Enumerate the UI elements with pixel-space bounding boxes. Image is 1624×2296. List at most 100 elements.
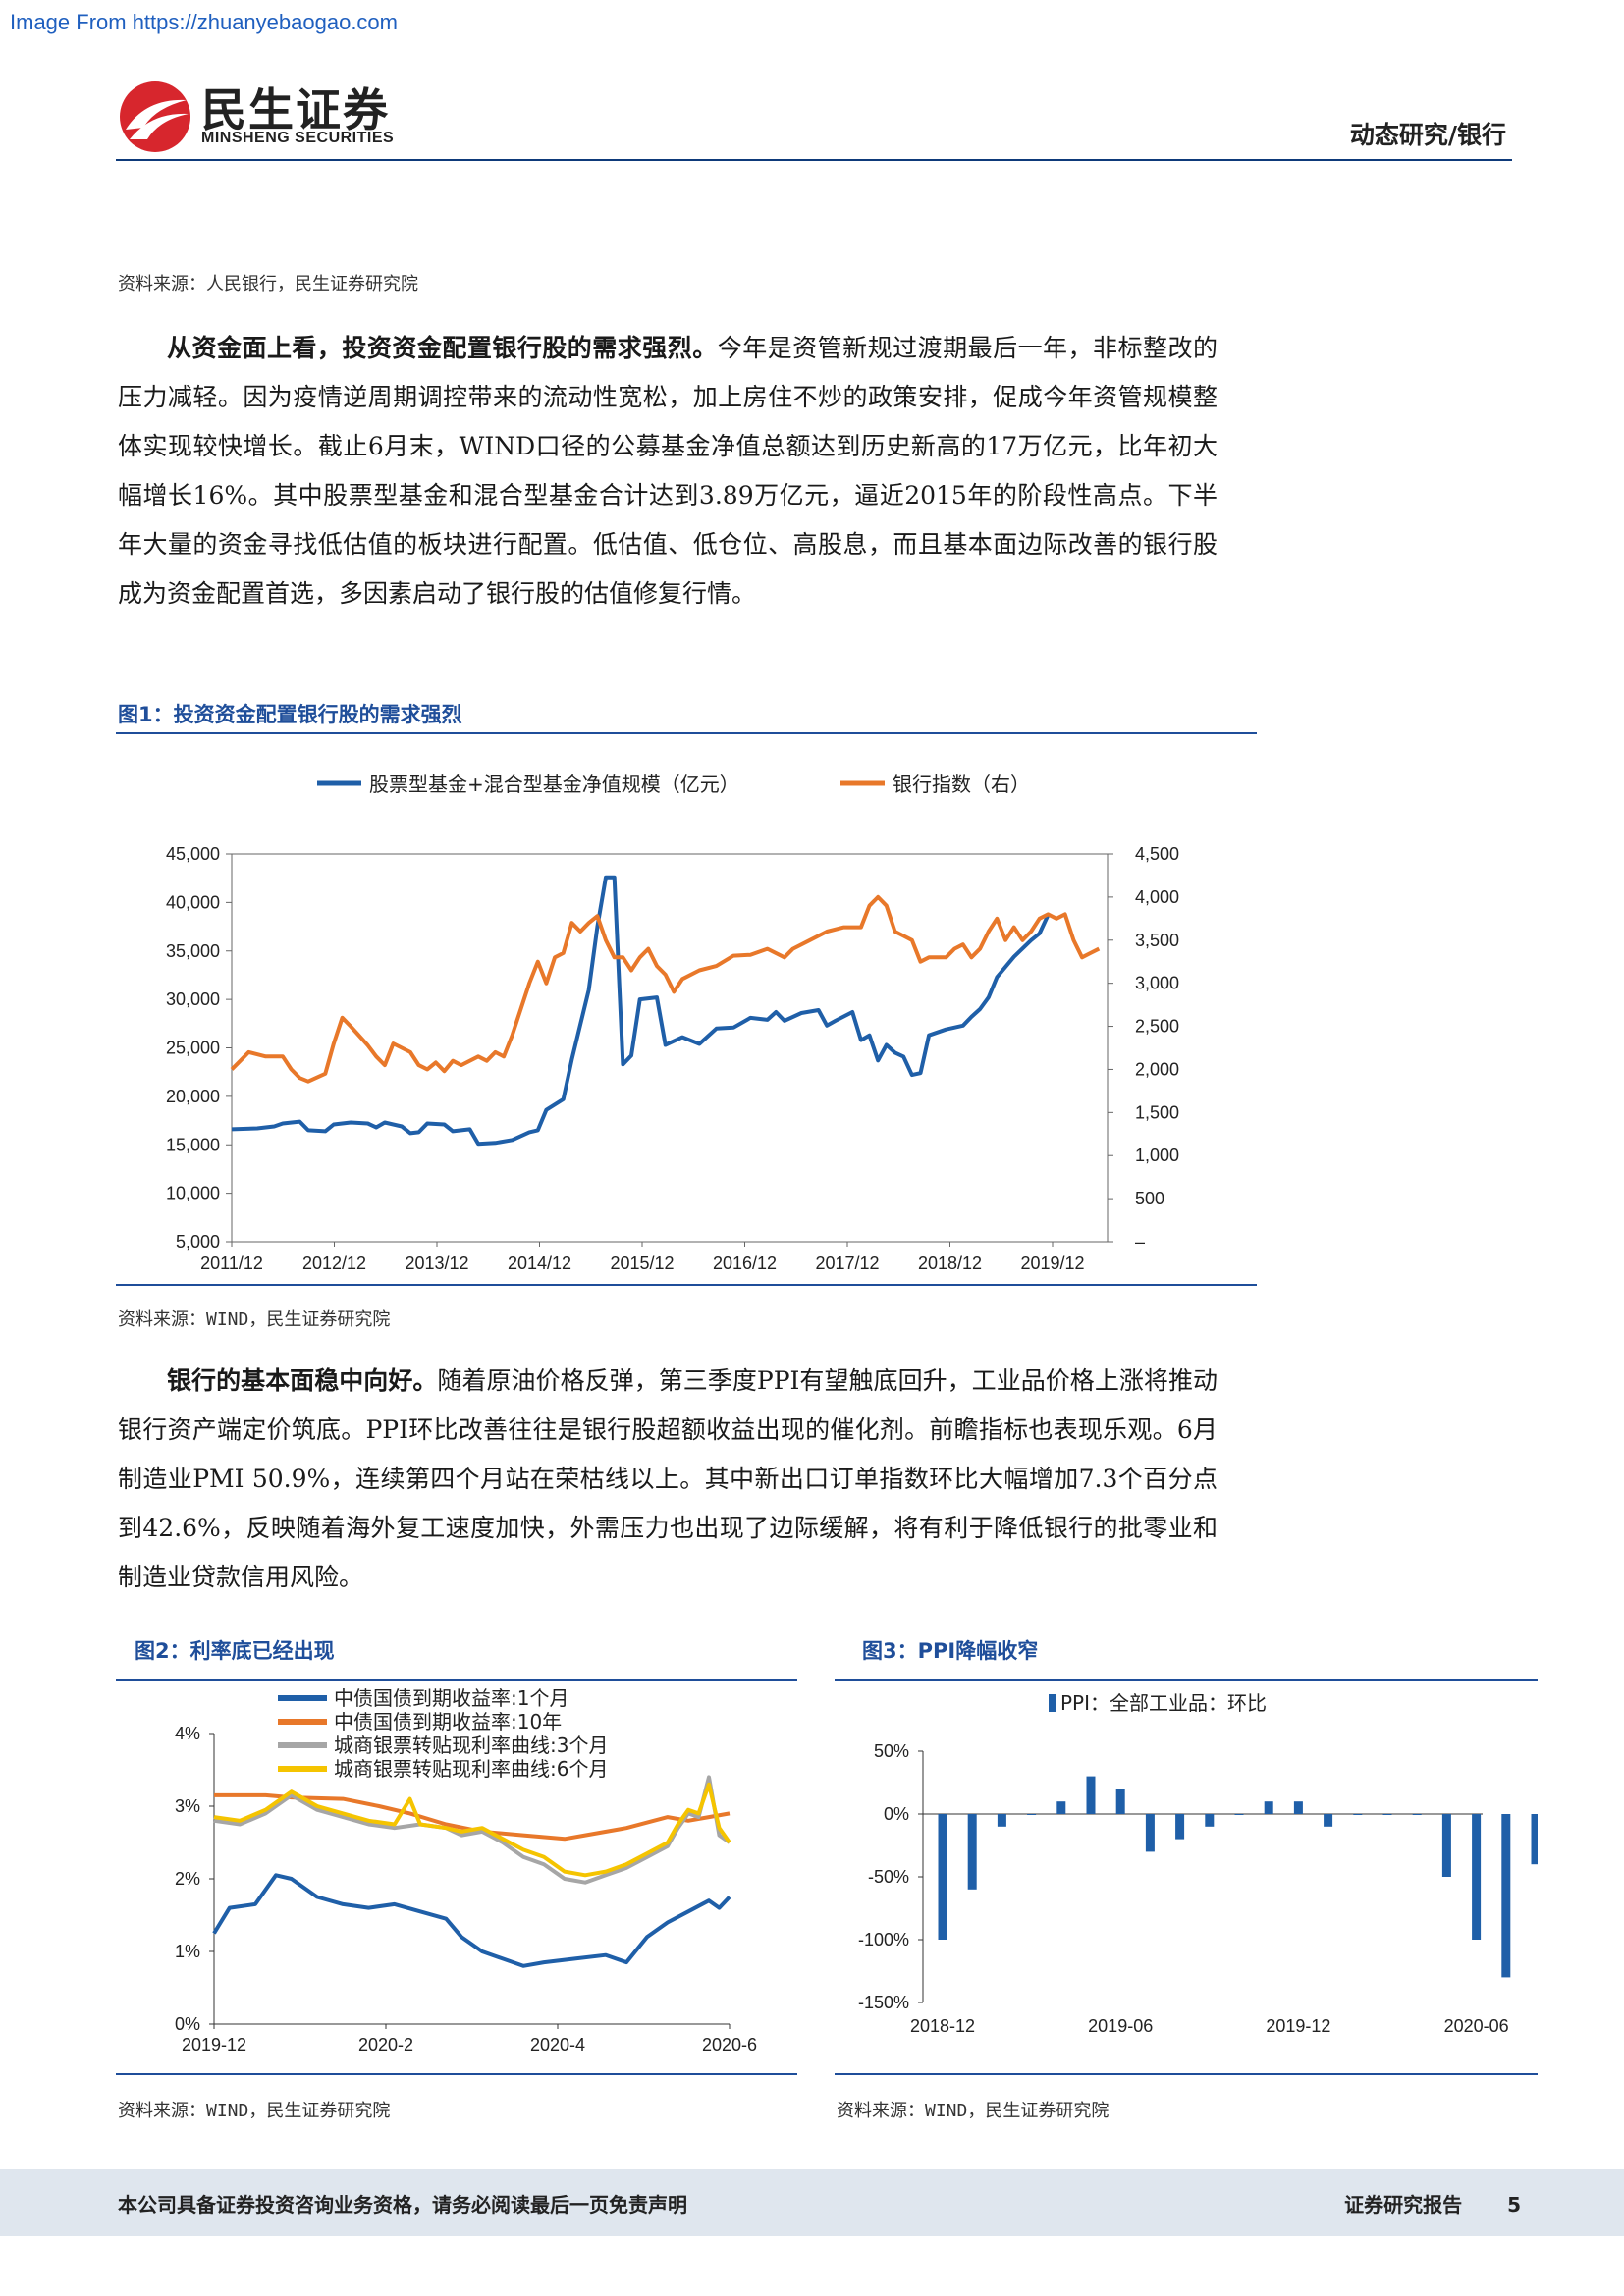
fig1-xtick-label: 2012/12 <box>302 1254 366 1273</box>
fig1-xtick-label: 2015/12 <box>610 1254 674 1273</box>
fig3-title: 图3：PPI降幅收窄 <box>862 1639 1039 1663</box>
fig2-legend-label: 中债国债到期收益率:1个月 <box>334 1686 568 1710</box>
fig1-xtick-label: 2013/12 <box>405 1254 468 1273</box>
fig2-ytick-label: 3% <box>175 1796 200 1816</box>
fig3-bottom-rule <box>835 2073 1538 2075</box>
fig1-legend-orange: 银行指数（右） <box>893 773 1030 796</box>
fig2-ytick-label: 1% <box>175 1942 200 1961</box>
fig1-ytick-right-label: 4,000 <box>1135 887 1179 907</box>
paragraph-2-text: 随着原油价格反弹，第三季度PPI有望触底回升，工业品价格上涨将推动银行资产端定价… <box>118 1366 1218 1591</box>
fig1-plot-frame <box>231 853 1109 1243</box>
footer-disclaimer[interactable]: 本公司具备证券投资咨询业务资格，请务必阅读最后一页免责声明 <box>118 2193 687 2216</box>
fig2-ytick-label: 4% <box>175 1724 200 1743</box>
fig2-ytick-label: 0% <box>175 2014 200 2034</box>
fig1-ytick-right-label: 3,000 <box>1135 974 1179 993</box>
fig3-ytick-label: -150% <box>858 1993 909 2012</box>
fig3-bar <box>997 1814 1006 1827</box>
fig1-series-bank-index <box>230 894 1101 1084</box>
fig3-legend-swatch <box>1049 1694 1056 1712</box>
fig2-series-blue <box>212 1873 731 1968</box>
paragraph-1-lead: 从资金面上看，投资资金配置银行股的需求强烈。 <box>167 334 718 362</box>
paragraph-2-lead: 银行的基本面稳中向好。 <box>167 1366 438 1395</box>
header-divider <box>116 159 1512 161</box>
fig1-ytick-left-label: 25,000 <box>166 1039 220 1058</box>
fig3-bar <box>1353 1814 1363 1815</box>
fig3-bar <box>1382 1814 1392 1815</box>
minsheng-logo-icon <box>120 81 190 152</box>
footer-page-info: 证券研究报告 5 <box>1344 2189 1521 2217</box>
fig1-xtick-label: 2011/12 <box>200 1254 263 1273</box>
fig1-title: 图1：投资资金配置银行股的需求强烈 <box>118 703 462 726</box>
fig1-ytick-right-label: 4,500 <box>1135 844 1179 864</box>
paragraph-1: 从资金面上看，投资资金配置银行股的需求强烈。今年是资管新规过渡期最后一年，非标整… <box>118 324 1218 618</box>
fig2-legend-label: 城商银票转贴现利率曲线:6个月 <box>334 1757 608 1781</box>
fig3-bar <box>1324 1814 1333 1827</box>
fig3-chart: PPI：全部工业品：环比 50% 0% -50% -100% -150%2018-12 2… <box>858 1691 1538 2036</box>
fig2-source: 资料来源：WIND，民生证券研究院 <box>118 2101 391 2121</box>
fig3-bar <box>1531 1814 1538 1865</box>
fig3-bar <box>1441 1814 1451 1877</box>
fig3-xtick-label: 2019-12 <box>1266 2016 1330 2036</box>
fig3-bar <box>1501 1814 1511 1978</box>
fig2-xtick-label: 2020-2 <box>358 2035 413 2055</box>
fig3-ytick-label: -50% <box>868 1867 909 1887</box>
fig1-ytick-left-label: 35,000 <box>166 941 220 961</box>
fig1-xtick-label: 2016/12 <box>713 1254 777 1273</box>
fig1-ytick-right-label: 500 <box>1135 1189 1164 1208</box>
fig2-legend-label: 中债国债到期收益率:10年 <box>334 1710 562 1734</box>
logo-text-en: MINSHENG SECURITIES <box>201 130 395 146</box>
fig1-legend-blue: 股票型基金+混合型基金净值规模（亿元） <box>369 773 739 796</box>
fig1-ytick-left-label: 10,000 <box>166 1184 220 1203</box>
fig1-ytick-left-label: 15,000 <box>166 1135 220 1154</box>
fig1-ytick-left-label: 40,000 <box>166 892 220 912</box>
fig3-bar <box>1175 1814 1185 1840</box>
fig3-bar <box>1086 1776 1096 1814</box>
fig1-ytick-left-label: 45,000 <box>166 844 220 864</box>
footer-bar <box>0 2169 1624 2236</box>
fig1-xtick-label: 2014/12 <box>508 1254 571 1273</box>
fig2-series-orange <box>214 1792 731 1842</box>
fig3-bar <box>1027 1814 1037 1815</box>
fig1-top-rule <box>116 732 1257 734</box>
section-title: 动态研究/银行 <box>1349 121 1506 149</box>
fig2-xtick-label: 2019-12 <box>182 2035 246 2055</box>
fig1-ytick-left-label: 30,000 <box>166 989 220 1009</box>
fig2-series-gray <box>213 1775 731 1885</box>
fig1-xtick-label: 2018/12 <box>918 1254 982 1273</box>
fig2-chart: 中债国债到期收益率:1个月中债国债到期收益率:10年城商银票转贴现利率曲线:3个… <box>175 1686 757 2055</box>
fig1-ytick-right-label: 3,500 <box>1135 931 1179 950</box>
fig2-xtick-label: 2020-6 <box>702 2035 757 2055</box>
fig1-source: 资料来源：WIND，民生证券研究院 <box>118 1309 391 1330</box>
logo-text-cn: 民生证券 <box>201 83 390 136</box>
fig3-bar <box>1472 1814 1482 1940</box>
fig1-xtick-label: 2019/12 <box>1020 1254 1084 1273</box>
footer-report-label: 证券研究报告 <box>1344 2193 1463 2216</box>
fig2-series-yellow <box>213 1782 731 1878</box>
fig3-bar <box>1234 1814 1244 1815</box>
fig1-xtick-label: 2017/12 <box>815 1254 879 1273</box>
fig1-chart: 股票型基金+混合型基金净值规模（亿元） 银行指数（右） 45,000 40,000… <box>166 773 1179 1273</box>
fig3-ytick-label: -100% <box>858 1930 909 1949</box>
fig1-ytick-right-label: 1,000 <box>1135 1146 1179 1165</box>
fig1-ytick-right-label: 2,000 <box>1135 1059 1179 1079</box>
paragraph-1-text: 今年是资管新规过渡期最后一年，非标整改的压力减轻。因为疫情逆周期调控带来的流动性… <box>118 334 1218 608</box>
fig2-legend-label: 城商银票转贴现利率曲线:3个月 <box>334 1734 608 1757</box>
fig3-top-rule <box>835 1679 1538 1681</box>
fig1-series-fund-size <box>231 875 1051 1147</box>
fig1-ytick-right-label: – <box>1135 1232 1145 1252</box>
fig1-ytick-right-label: 1,500 <box>1135 1102 1179 1122</box>
fig1-bottom-rule <box>116 1284 1257 1286</box>
fig3-bar <box>1145 1814 1155 1852</box>
fig2-xtick-label: 2020-4 <box>530 2035 585 2055</box>
fig3-bar <box>1115 1789 1125 1814</box>
fig3-bar <box>1056 1801 1066 1814</box>
fig1-ytick-left-label: 5,000 <box>176 1232 220 1252</box>
fig3-ytick-label: 0% <box>884 1804 909 1824</box>
paragraph-2: 银行的基本面稳中向好。随着原油价格反弹，第三季度PPI有望触底回升，工业品价格上… <box>118 1357 1218 1602</box>
fig3-bar <box>1205 1814 1215 1827</box>
fig3-bar <box>1293 1801 1303 1814</box>
page-number: 5 <box>1507 2193 1521 2216</box>
fig1-ytick-right-label: 2,500 <box>1135 1017 1179 1037</box>
fig3-xtick-label: 2020-06 <box>1444 2016 1509 2036</box>
fig2-top-rule <box>116 1679 797 1681</box>
